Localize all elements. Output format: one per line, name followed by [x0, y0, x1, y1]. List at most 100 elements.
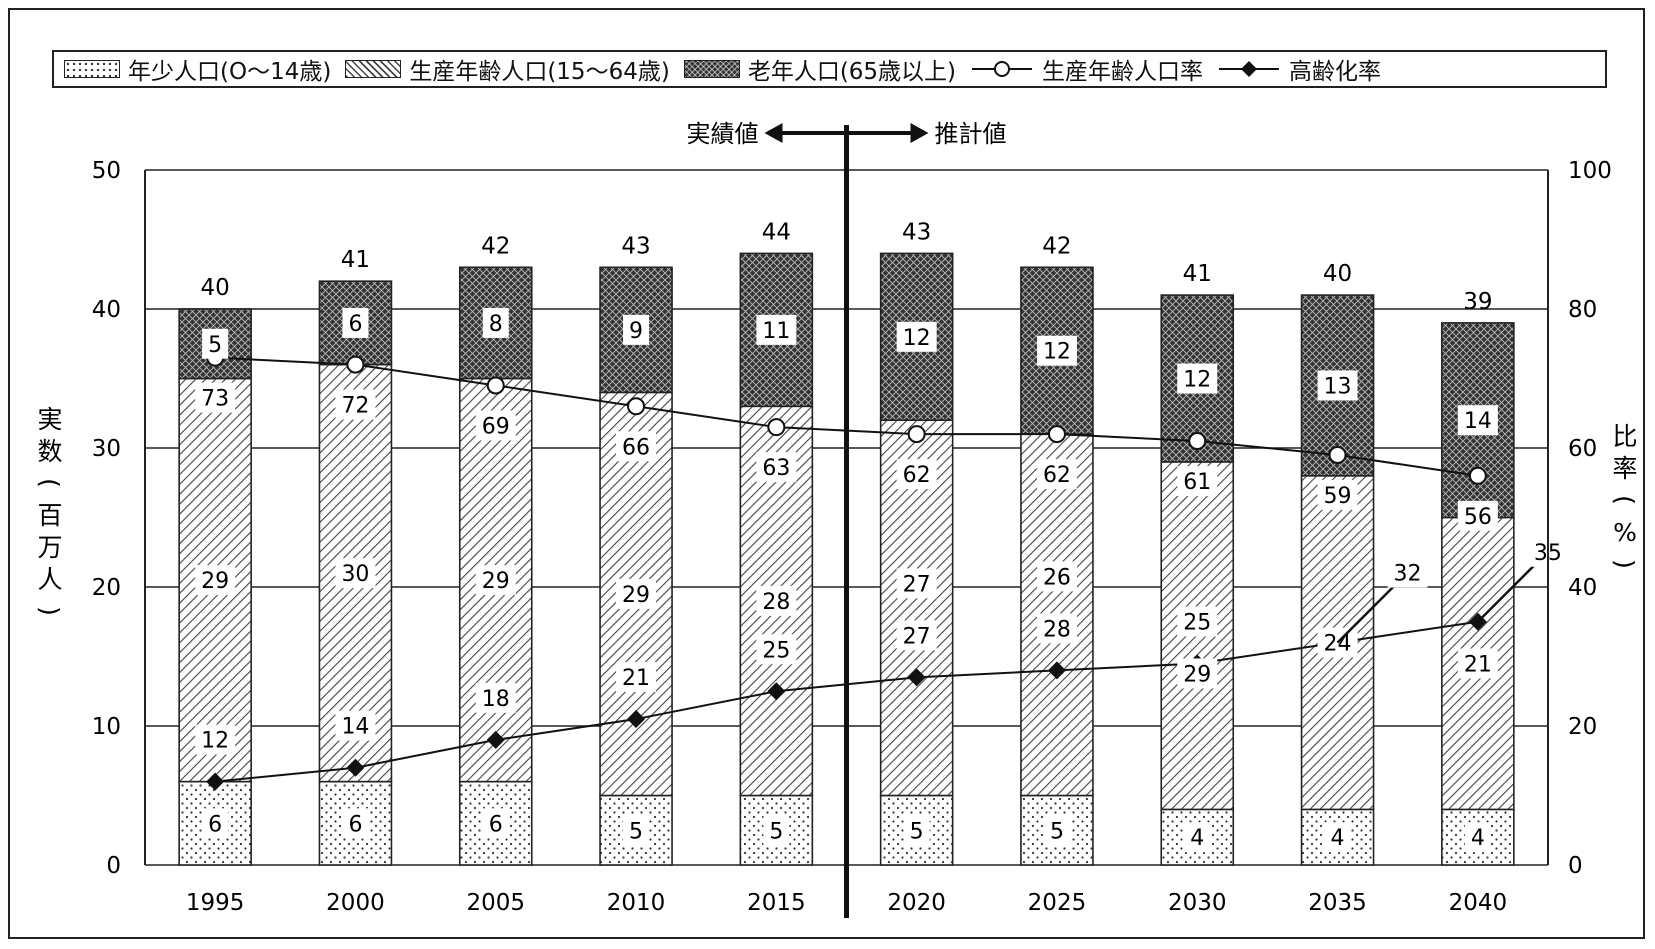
legend-label-old: 老年人口(65歳以上)	[747, 59, 957, 85]
old-value-label-box	[896, 321, 937, 352]
y-axis-title-left-char: 人	[37, 565, 62, 594]
working-value-label: 27	[903, 572, 931, 597]
working-value-label-box	[756, 585, 797, 616]
y-axis-title-left-char: )	[35, 606, 64, 616]
total-label: 40	[201, 275, 230, 301]
aging-rate-value-label-box	[475, 682, 516, 713]
working-rate-value-label-box	[616, 431, 657, 462]
legend-label-young: 年少人口(O〜14歳)	[128, 59, 332, 85]
working-value-label: 24	[1324, 632, 1352, 657]
total-label: 41	[341, 247, 370, 273]
aging-rate-point	[486, 730, 505, 749]
y-axis-title-left: 実数 (百万人)	[35, 405, 64, 616]
old-value-label-box	[756, 314, 797, 345]
working-rate-point	[907, 425, 926, 444]
young-value-label-box	[623, 815, 650, 846]
young-value-label-box	[1464, 822, 1491, 853]
young-value-label: 4	[1331, 826, 1345, 851]
legend-label-aging-rate: 高齢化率	[1289, 59, 1382, 85]
legend-label-working-rate: 生産年齢人口率	[1042, 59, 1204, 85]
legend-item-young: 年少人口(O〜14歳)	[64, 52, 331, 86]
young-value-label-box	[1043, 815, 1070, 846]
young-value-label: 4	[1471, 826, 1485, 851]
working-rate-value-label: 73	[201, 387, 229, 412]
x-tick-label: 2005	[466, 890, 525, 916]
old-value-label-box	[482, 307, 509, 338]
aging-rate-value-label: 32	[1394, 562, 1422, 587]
old-value-label: 9	[629, 319, 643, 344]
young-value-label-box	[1324, 822, 1351, 853]
x-tick-label: 1995	[186, 890, 245, 916]
aging-rate-point	[1047, 661, 1066, 680]
y-tick-left: 40	[92, 297, 121, 323]
y-axis-title-right-char: 比	[1612, 422, 1637, 451]
total-label: 43	[621, 233, 650, 259]
bar-old	[318, 280, 393, 366]
working-rate-point	[627, 397, 646, 416]
aging-rate-value-label-box	[335, 710, 376, 741]
total-label: 44	[762, 219, 791, 245]
working-value-label-box	[335, 558, 376, 589]
legend-item-working-rate: 生産年齢人口率	[970, 52, 1203, 86]
hatch-swatch-icon	[345, 60, 402, 78]
open-circle-line-icon	[972, 61, 1033, 77]
old-value-label-box	[1177, 363, 1218, 394]
working-rate-value-label-box	[1317, 479, 1358, 510]
y-tick-left: 20	[92, 575, 121, 601]
projection-label: 推計値	[935, 120, 1007, 148]
working-rate-value-label-box	[896, 459, 937, 490]
bar-young	[178, 780, 252, 866]
working-value-label: 28	[762, 590, 790, 615]
young-value-label: 6	[489, 812, 503, 837]
aging-rate-value-label-box	[756, 634, 797, 665]
working-rate-value-label: 62	[1043, 463, 1071, 488]
old-value-label: 12	[903, 326, 931, 351]
working-rate-point	[767, 418, 786, 437]
x-tick-label: 2030	[1168, 890, 1227, 916]
working-rate-point	[1468, 466, 1487, 485]
y-tick-right: 100	[1568, 158, 1612, 184]
young-value-label: 4	[1190, 826, 1204, 851]
aging-rate-point	[907, 668, 926, 687]
young-value-label-box	[342, 808, 369, 839]
aging-rate-value-label: 21	[622, 666, 650, 691]
legend-label-working: 生産年齢人口(15〜64歳)	[409, 59, 670, 85]
y-tick-left: 0	[106, 853, 121, 879]
x-tick-label: 2010	[607, 890, 666, 916]
working-rate-value-label: 66	[622, 435, 650, 460]
aging-rate-value-label: 25	[762, 638, 790, 663]
working-rate-value-label: 61	[1183, 470, 1211, 495]
old-value-label: 14	[1464, 409, 1492, 434]
working-rate-point	[486, 376, 505, 395]
working-rate-value-label-box	[1177, 466, 1218, 497]
working-rate-value-label-box	[475, 410, 516, 441]
young-value-label-box	[202, 808, 229, 839]
total-label: 43	[902, 219, 931, 245]
aging-rate-value-label-box	[896, 620, 937, 651]
aging-rate-point	[206, 772, 225, 791]
y-axis-title-left-char: (	[35, 478, 64, 488]
dots-swatch-icon	[64, 60, 120, 78]
young-value-label: 6	[208, 812, 222, 837]
old-value-label-box	[342, 307, 369, 338]
aging-rate-value-label: 27	[903, 624, 931, 649]
young-value-label: 6	[348, 812, 362, 837]
working-rate-point	[346, 355, 365, 374]
working-rate-value-label: 56	[1464, 505, 1492, 530]
young-value-label: 5	[629, 819, 643, 844]
arrow-left-icon	[764, 123, 783, 143]
working-rate-value-label-box	[1036, 459, 1077, 490]
young-value-label-box	[763, 815, 790, 846]
old-value-label-box	[1457, 405, 1498, 436]
young-value-label-box	[903, 815, 930, 846]
working-rate-value-label-box	[195, 382, 236, 413]
working-rate-value-label-box	[1457, 500, 1498, 531]
working-rate-value-label-box	[756, 452, 797, 483]
aging-rate-point	[346, 758, 365, 777]
y-axis-title-left-char: 数	[37, 437, 62, 466]
total-label: 42	[481, 233, 510, 259]
y-tick-right: 0	[1568, 853, 1583, 879]
working-value-label-box	[1036, 561, 1077, 592]
working-value-label: 21	[1464, 652, 1492, 677]
x-tick-label: 2015	[747, 890, 806, 916]
